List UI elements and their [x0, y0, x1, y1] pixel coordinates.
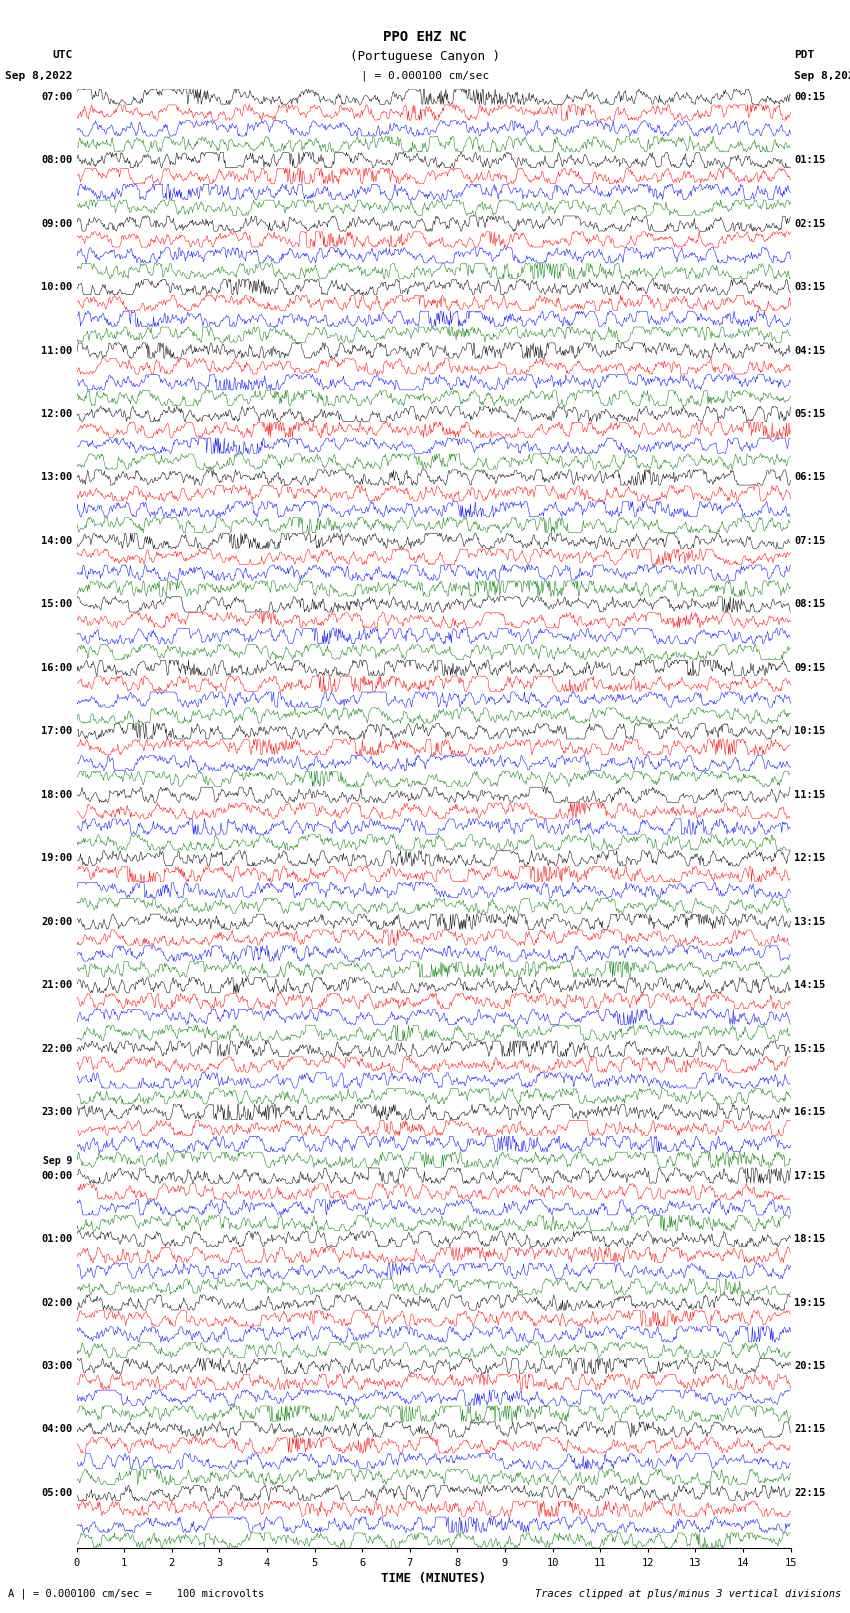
Text: 12:00: 12:00	[41, 410, 72, 419]
Text: PDT: PDT	[794, 50, 814, 60]
Text: 22:15: 22:15	[794, 1487, 825, 1498]
Text: 11:15: 11:15	[794, 790, 825, 800]
Text: 09:00: 09:00	[41, 219, 72, 229]
Text: 19:00: 19:00	[41, 853, 72, 863]
Text: 13:00: 13:00	[41, 473, 72, 482]
Text: 17:00: 17:00	[41, 726, 72, 736]
X-axis label: TIME (MINUTES): TIME (MINUTES)	[381, 1571, 486, 1584]
Text: 09:15: 09:15	[794, 663, 825, 673]
Text: 16:00: 16:00	[41, 663, 72, 673]
Text: 10:00: 10:00	[41, 282, 72, 292]
Text: 03:15: 03:15	[794, 282, 825, 292]
Text: 08:00: 08:00	[41, 155, 72, 165]
Text: 04:15: 04:15	[794, 345, 825, 355]
Text: 14:00: 14:00	[41, 536, 72, 545]
Text: 20:15: 20:15	[794, 1361, 825, 1371]
Text: 00:15: 00:15	[794, 92, 825, 102]
Text: 07:00: 07:00	[41, 92, 72, 102]
Text: 05:00: 05:00	[41, 1487, 72, 1498]
Text: 11:00: 11:00	[41, 345, 72, 355]
Text: 01:15: 01:15	[794, 155, 825, 165]
Text: 04:00: 04:00	[41, 1424, 72, 1434]
Text: 14:15: 14:15	[794, 981, 825, 990]
Text: 13:15: 13:15	[794, 916, 825, 927]
Text: (Portuguese Canyon ): (Portuguese Canyon )	[350, 50, 500, 63]
Text: 12:15: 12:15	[794, 853, 825, 863]
Text: 01:00: 01:00	[41, 1234, 72, 1244]
Text: 17:15: 17:15	[794, 1171, 825, 1181]
Text: | = 0.000100 cm/sec: | = 0.000100 cm/sec	[361, 69, 489, 81]
Text: 02:00: 02:00	[41, 1297, 72, 1308]
Text: 15:00: 15:00	[41, 600, 72, 610]
Text: 08:15: 08:15	[794, 600, 825, 610]
Text: 15:15: 15:15	[794, 1044, 825, 1053]
Text: 02:15: 02:15	[794, 219, 825, 229]
Text: 22:00: 22:00	[41, 1044, 72, 1053]
Text: Sep 8,2022: Sep 8,2022	[794, 71, 850, 81]
Text: 20:00: 20:00	[41, 916, 72, 927]
Text: 07:15: 07:15	[794, 536, 825, 545]
Text: 23:00: 23:00	[41, 1107, 72, 1118]
Text: 16:15: 16:15	[794, 1107, 825, 1118]
Text: Sep 9: Sep 9	[42, 1157, 72, 1166]
Text: 18:00: 18:00	[41, 790, 72, 800]
Text: 18:15: 18:15	[794, 1234, 825, 1244]
Text: 19:15: 19:15	[794, 1297, 825, 1308]
Text: PPO EHZ NC: PPO EHZ NC	[383, 29, 467, 44]
Text: 03:00: 03:00	[41, 1361, 72, 1371]
Text: UTC: UTC	[52, 50, 72, 60]
Text: 06:15: 06:15	[794, 473, 825, 482]
Text: Sep 8,2022: Sep 8,2022	[5, 71, 72, 81]
Text: A | = 0.000100 cm/sec =    100 microvolts: A | = 0.000100 cm/sec = 100 microvolts	[8, 1589, 264, 1598]
Text: 21:15: 21:15	[794, 1424, 825, 1434]
Text: 10:15: 10:15	[794, 726, 825, 736]
Text: 05:15: 05:15	[794, 410, 825, 419]
Text: 21:00: 21:00	[41, 981, 72, 990]
Text: 00:00: 00:00	[41, 1171, 72, 1181]
Text: Traces clipped at plus/minus 3 vertical divisions: Traces clipped at plus/minus 3 vertical …	[536, 1589, 842, 1598]
